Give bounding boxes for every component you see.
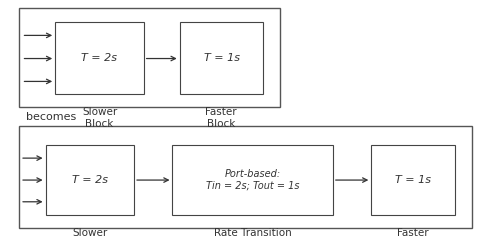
Text: Rate Transition: Rate Transition bbox=[214, 228, 291, 236]
Text: T = 2s: T = 2s bbox=[81, 53, 117, 63]
Text: T = 1s: T = 1s bbox=[204, 53, 240, 63]
Text: Port-based:
Tin = 2s; Tout = 1s: Port-based: Tin = 2s; Tout = 1s bbox=[206, 169, 299, 191]
Bar bbox=[180, 22, 263, 94]
Text: Slower
Block: Slower Block bbox=[82, 107, 117, 129]
Text: Slower
Block: Slower Block bbox=[72, 228, 107, 236]
Bar bbox=[46, 145, 134, 215]
Bar bbox=[19, 126, 472, 228]
Bar bbox=[19, 8, 280, 107]
Text: T = 1s: T = 1s bbox=[395, 175, 431, 185]
Bar bbox=[371, 145, 455, 215]
Text: becomes: becomes bbox=[26, 112, 77, 122]
Text: Faster
Block: Faster Block bbox=[205, 107, 237, 129]
Text: Faster
Block: Faster Block bbox=[397, 228, 429, 236]
Bar bbox=[172, 145, 333, 215]
Text: T = 2s: T = 2s bbox=[72, 175, 108, 185]
Bar bbox=[55, 22, 144, 94]
